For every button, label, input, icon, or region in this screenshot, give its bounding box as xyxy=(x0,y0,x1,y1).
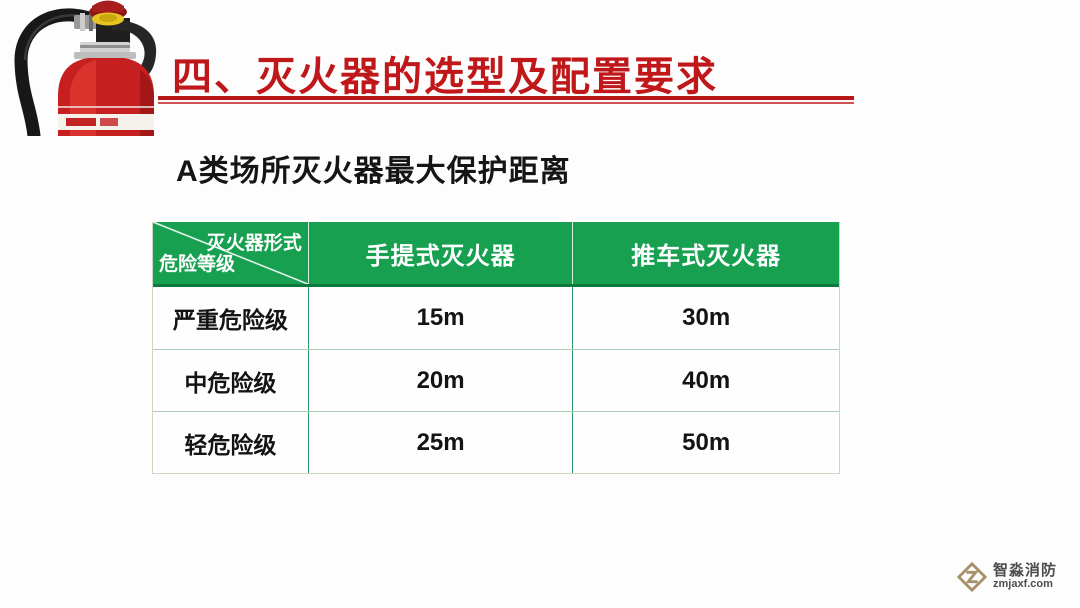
table-header-row: 灭火器形式 危险等级 手提式灭火器 推车式灭火器 xyxy=(153,222,839,287)
fire-extinguisher-image xyxy=(0,0,168,143)
watermark: 智淼消防 zmjaxf.com xyxy=(956,561,1057,593)
watermark-site-url: zmjaxf.com xyxy=(993,578,1053,591)
fire-extinguisher-icon xyxy=(14,0,157,143)
corner-label-extinguisher-type: 灭火器形式 xyxy=(206,233,302,254)
row-label: 轻危险级 xyxy=(184,431,277,458)
title-underline xyxy=(158,96,854,104)
column-header-portable: 手提式灭火器 xyxy=(307,222,573,284)
row-label: 严重危险级 xyxy=(172,307,288,333)
portable-value: 15m xyxy=(307,287,573,349)
row-label: 中危险级 xyxy=(184,369,277,396)
max-protection-distance-table: 灭火器形式 危险等级 手提式灭火器 推车式灭火器 严重危险级 15m 30m 中… xyxy=(152,222,840,474)
watermark-text: 智淼消防 zmjaxf.com xyxy=(993,563,1057,590)
portable-value: 25m xyxy=(307,412,573,473)
table-row: 中危险级 20m 40m xyxy=(153,349,839,411)
wheeled-value: 40m xyxy=(572,350,839,411)
corner-label-hazard-level: 危险等级 xyxy=(159,254,236,275)
zhimiao-diamond-logo-icon xyxy=(956,561,988,593)
portable-value: 20m xyxy=(307,350,573,411)
column-header-wheeled: 推车式灭火器 xyxy=(572,222,839,284)
wheeled-value: 30m xyxy=(572,287,839,349)
diagonal-divider xyxy=(153,222,308,284)
watermark-brand-name: 智淼消防 xyxy=(993,562,1058,580)
wheeled-value: 50m xyxy=(572,412,839,473)
table-caption: A类场所灭火器最大保护距离 xyxy=(176,155,571,188)
table-row: 严重危险级 15m 30m xyxy=(153,287,839,349)
page-title: 四、灭火器的选型及配置要求 xyxy=(172,55,718,99)
table-row: 轻危险级 25m 50m xyxy=(153,411,839,473)
corner-header-cell: 灭火器形式 危险等级 xyxy=(153,222,308,284)
